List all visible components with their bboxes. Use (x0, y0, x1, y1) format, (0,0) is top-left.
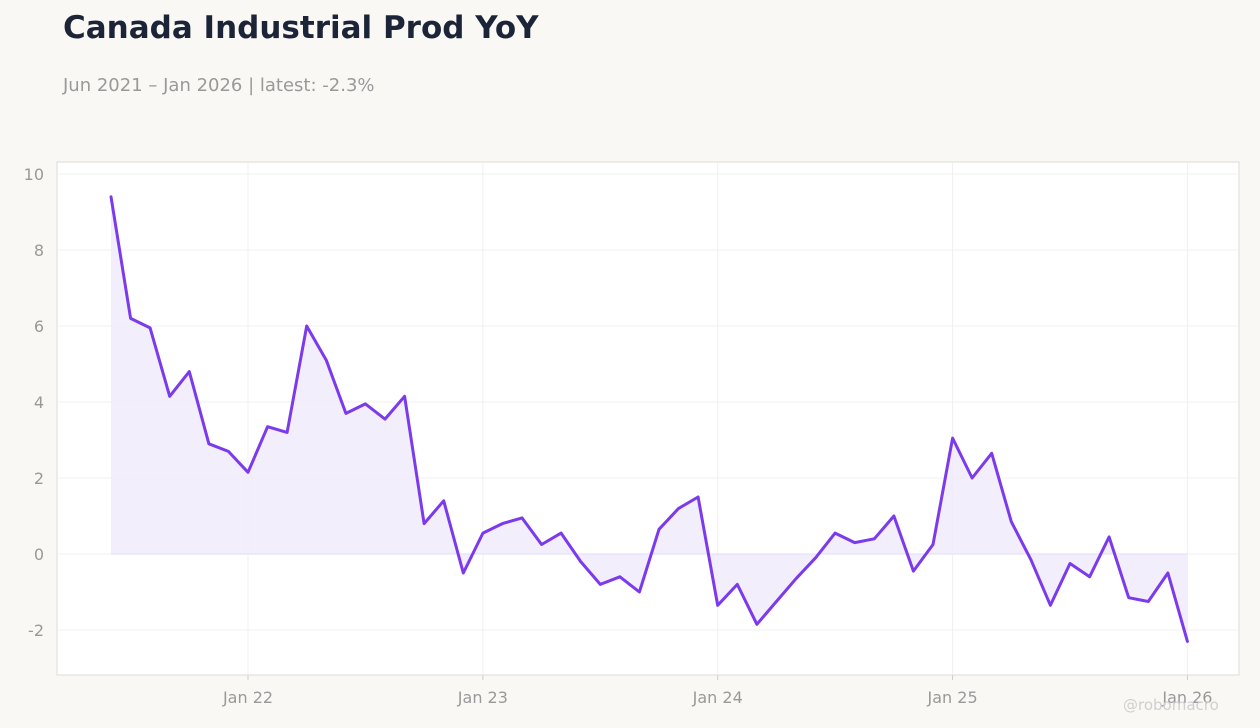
plot-area (56, 161, 1240, 676)
data-point (442, 499, 446, 503)
y-tick-label: 2 (34, 469, 44, 488)
x-axis: Jan 22 Jan 23 Jan 24 Jan 25 Jan 26 (222, 675, 1212, 707)
data-point (129, 316, 133, 320)
data-point (1166, 571, 1170, 575)
data-point (1068, 562, 1072, 566)
series-line (109, 195, 1189, 643)
data-point (461, 571, 465, 575)
y-tick-label: -2 (28, 621, 44, 640)
data-point (598, 582, 602, 586)
data-point (1029, 558, 1033, 562)
data-point (951, 436, 955, 440)
data-point (422, 522, 426, 526)
y-tick-label: 10 (24, 165, 44, 184)
data-point (226, 449, 230, 453)
y-tick-label: 4 (34, 393, 44, 412)
data-point (305, 324, 309, 328)
y-axis: -2 0 2 4 6 8 10 (24, 165, 44, 640)
line-layer (109, 195, 1189, 643)
data-point (637, 590, 641, 594)
data-point (990, 451, 994, 455)
data-point (403, 394, 407, 398)
x-tick-label: Jan 25 (927, 688, 978, 707)
data-point (735, 582, 739, 586)
data-point (853, 541, 857, 545)
x-tick-label: Jan 23 (457, 688, 508, 707)
data-point (1146, 600, 1150, 604)
data-point (1088, 575, 1092, 579)
data-point (187, 370, 191, 374)
data-point (774, 600, 778, 604)
y-tick-label: 8 (34, 241, 44, 260)
data-point (285, 430, 289, 434)
y-tick-label: 6 (34, 317, 44, 336)
data-point (246, 470, 250, 474)
data-point (383, 417, 387, 421)
data-point (911, 569, 915, 573)
data-point (481, 531, 485, 535)
data-point (148, 326, 152, 330)
data-point (794, 577, 798, 581)
grid (58, 163, 1238, 674)
x-tick-label: Jan 26 (1161, 688, 1212, 707)
data-point (500, 522, 504, 526)
data-point (892, 514, 896, 518)
data-point (520, 516, 524, 520)
data-point (677, 506, 681, 510)
watermark: @robomacro (1123, 696, 1219, 714)
data-point (324, 358, 328, 362)
data-point (618, 575, 622, 579)
data-point (266, 425, 270, 429)
data-point (931, 543, 935, 547)
data-point (207, 442, 211, 446)
data-point (579, 560, 583, 564)
data-point (716, 603, 720, 607)
area-layer (111, 196, 1188, 642)
x-tick-label: Jan 24 (692, 688, 743, 707)
data-point (814, 556, 818, 560)
data-point (363, 402, 367, 406)
data-point (1185, 639, 1189, 643)
data-point (1127, 596, 1131, 600)
data-point (168, 394, 172, 398)
data-point (540, 543, 544, 547)
data-point (833, 531, 837, 535)
data-point (696, 495, 700, 499)
data-point (970, 476, 974, 480)
y-tick-label: 0 (34, 545, 44, 564)
data-point (872, 537, 876, 541)
chart-title: Canada Industrial Prod YoY (63, 10, 539, 46)
data-point (344, 411, 348, 415)
data-point (559, 531, 563, 535)
data-point (755, 622, 759, 626)
chart-subtitle: Jun 2021 – Jan 2026 | latest: -2.3% (63, 75, 375, 96)
data-point (1048, 603, 1052, 607)
data-point (657, 527, 661, 531)
data-point (109, 195, 113, 199)
x-tick-label: Jan 22 (222, 688, 273, 707)
area-fill (111, 196, 1188, 642)
data-point (1009, 520, 1013, 524)
data-point (1107, 535, 1111, 539)
